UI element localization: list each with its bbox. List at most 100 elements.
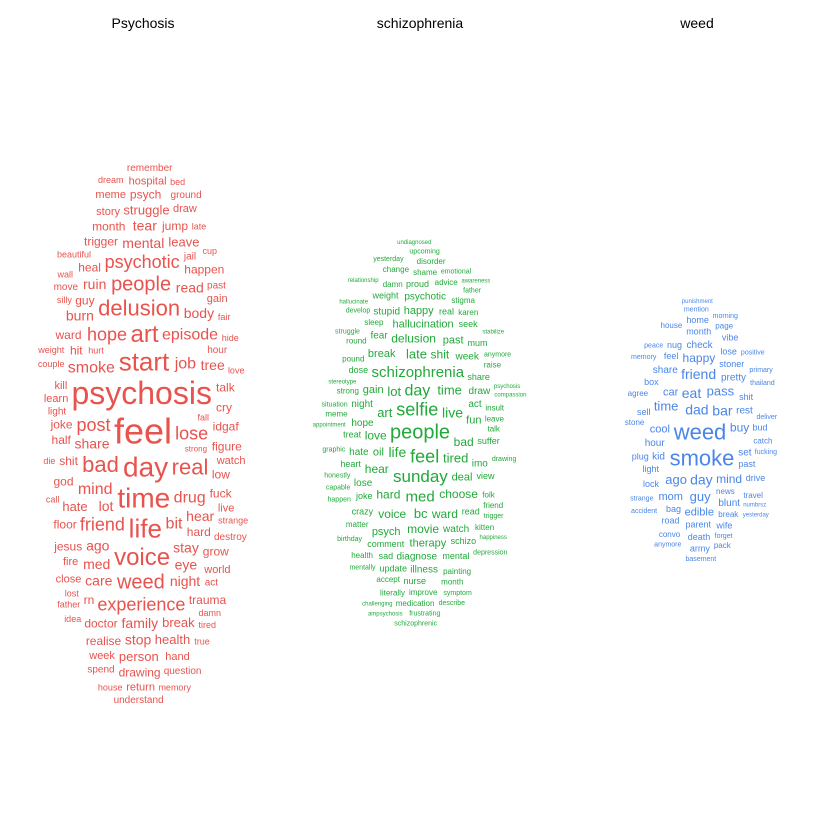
word-drawing: drawing — [119, 665, 161, 679]
word-light: light — [643, 464, 660, 474]
word-hurt: hurt — [88, 346, 104, 356]
word-sell: sell — [637, 407, 651, 417]
word-bad: bad — [454, 435, 474, 449]
word-voice: voice — [378, 507, 406, 521]
word-painting: painting — [443, 567, 471, 576]
word-bc: bc — [414, 506, 428, 521]
word-tired: tired — [199, 620, 217, 630]
word-experience: experience — [97, 594, 185, 614]
word-meme: meme — [325, 410, 348, 419]
word-stabilize: stabilize — [482, 329, 504, 335]
word-watch: watch — [216, 455, 246, 467]
word-stereotype: stereotype — [328, 379, 357, 385]
word-strong: strong — [337, 386, 359, 395]
word-punishment: punishment — [682, 299, 713, 305]
word-house: house — [661, 321, 683, 330]
word-week: week — [88, 650, 115, 662]
word-improve: improve — [409, 588, 438, 597]
word-parent: parent — [686, 519, 712, 529]
word-emotional: emotional — [441, 268, 472, 275]
word-true: true — [194, 637, 210, 647]
word-stupid: stupid — [373, 306, 400, 317]
word-share: share — [653, 365, 678, 376]
word-honestly: honestly — [324, 473, 351, 480]
word-plug: plug — [632, 452, 649, 462]
word-dose: dose — [349, 365, 369, 375]
word-fair: fair — [218, 312, 231, 322]
word-sad: sad — [379, 551, 394, 561]
word-mind: mind — [716, 472, 742, 486]
word-bar: bar — [712, 402, 733, 418]
word-night: night — [351, 399, 373, 410]
word-late: late — [406, 347, 427, 362]
word-idgaf: idgaf — [213, 420, 240, 434]
word-bed: bed — [170, 177, 185, 187]
word-watch: watch — [442, 524, 469, 535]
word-oil: oil — [373, 447, 384, 459]
word-fun: fun — [466, 415, 481, 427]
word-rest: rest — [736, 406, 753, 417]
word-psych: psych — [130, 188, 161, 202]
word-kill: kill — [54, 380, 67, 392]
word-wife: wife — [715, 520, 732, 530]
word-mind: mind — [78, 481, 113, 498]
word-memory: memory — [631, 354, 657, 361]
word-time: time — [654, 399, 679, 414]
word-hope: hope — [351, 418, 374, 429]
word-share: share — [467, 372, 490, 382]
word-read: read — [176, 279, 204, 295]
word-stigma: stigma — [451, 296, 475, 305]
word-undiagnosed: undiagnosed — [397, 240, 431, 246]
word-love: love — [228, 365, 245, 375]
word-buy: buy — [730, 421, 749, 435]
word-kid: kid — [652, 452, 665, 463]
word-return: return — [126, 682, 155, 694]
word-lock: lock — [643, 479, 660, 489]
word-week: week — [455, 351, 480, 362]
word-hour: hour — [207, 345, 228, 356]
word-compassion: compassion — [494, 392, 526, 398]
word-literally: literally — [380, 589, 405, 598]
word-eat: eat — [682, 385, 702, 401]
word-suffer: suffer — [477, 436, 499, 446]
word-delusion: delusion — [391, 332, 436, 346]
word-strong: strong — [185, 445, 207, 454]
word-figure: figure — [212, 439, 242, 453]
word-post: post — [76, 415, 110, 435]
word-folk: folk — [482, 490, 495, 499]
word-jail: jail — [183, 252, 196, 263]
word-choose: choose — [439, 487, 478, 501]
word-death: death — [688, 532, 711, 542]
word-day: day — [123, 452, 168, 483]
word-friend: friend — [80, 515, 125, 535]
word-question: question — [164, 666, 202, 677]
panel-title-schizophrenia: schizophrenia — [377, 15, 464, 31]
word-stoner: stoner — [719, 359, 744, 369]
word-past: past — [443, 335, 464, 347]
word-birthday: birthday — [337, 536, 362, 543]
word-dad: dad — [685, 402, 708, 418]
word-catch: catch — [753, 437, 772, 446]
word-capable: capable — [326, 484, 351, 491]
word-happy: happy — [404, 305, 434, 317]
word-ampsychosis: ampsychosis — [368, 612, 403, 618]
word-peace: peace — [644, 343, 663, 350]
word-trigger: trigger — [484, 513, 505, 520]
word-rn: rn — [84, 593, 95, 607]
word-convo: convo — [659, 530, 681, 539]
word-hate: hate — [62, 499, 87, 514]
word-shit: shit — [59, 454, 78, 468]
word-guy: guy — [75, 293, 94, 307]
word-thailand: thailand — [750, 380, 775, 387]
word-shit: shit — [431, 348, 450, 362]
word-low: low — [212, 468, 230, 482]
word-gain: gain — [207, 293, 228, 305]
word-memory: memory — [158, 682, 191, 692]
word-diagnose: diagnose — [397, 551, 438, 562]
word-karen: karen — [458, 308, 478, 317]
word-ruin: ruin — [83, 276, 106, 292]
word-situation: situation — [322, 402, 348, 409]
word-stay: stay — [173, 540, 199, 556]
word-treat: treat — [343, 430, 362, 440]
word-story: story — [96, 206, 120, 218]
